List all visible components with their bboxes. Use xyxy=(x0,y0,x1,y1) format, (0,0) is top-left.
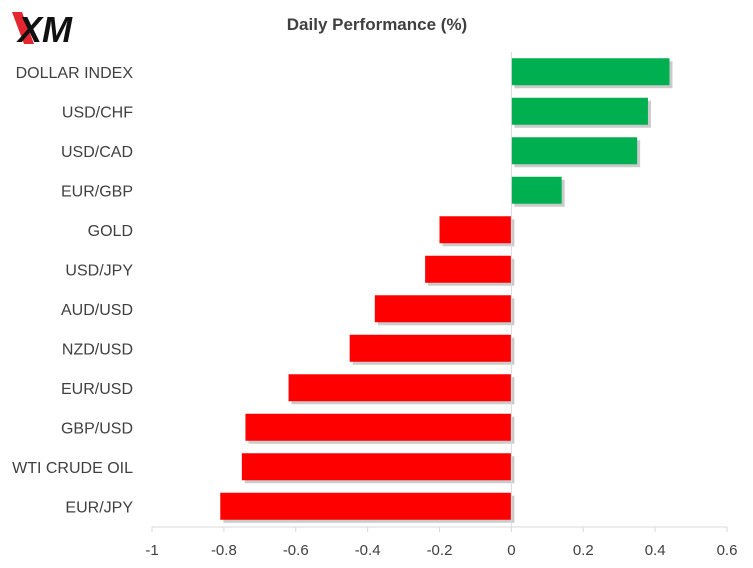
bar xyxy=(374,295,512,323)
bar xyxy=(288,374,512,402)
category-label: AUD/USD xyxy=(61,302,133,319)
category-label: GBP/USD xyxy=(61,420,133,437)
x-axis-ticks: -1 -0.8 -0.6 -0.4 -0.2 0 0.2 0.4 0.6 xyxy=(145,527,737,559)
chart-title: Daily Performance (%) xyxy=(287,15,467,34)
x-tick-label: 0.6 xyxy=(717,542,738,559)
bar xyxy=(511,176,562,204)
bar xyxy=(245,413,512,441)
bar xyxy=(511,137,638,165)
xm-logo: XM xyxy=(12,9,73,50)
category-label: GOLD xyxy=(88,223,133,240)
category-label: DOLLAR INDEX xyxy=(16,65,134,82)
category-label: EUR/USD xyxy=(61,381,133,398)
bars-group xyxy=(220,58,673,523)
x-tick-label: -1 xyxy=(145,542,158,559)
x-tick-label: 0.2 xyxy=(573,542,594,559)
x-tick-label: 0 xyxy=(507,542,515,559)
xm-logo-text: XM xyxy=(16,9,73,50)
bar xyxy=(439,216,512,244)
category-label: USD/CHF xyxy=(62,104,133,121)
category-label: USD/JPY xyxy=(65,262,133,279)
x-tick-label: -0.2 xyxy=(427,542,453,559)
category-label: EUR/JPY xyxy=(65,499,133,516)
x-tick-label: -0.6 xyxy=(283,542,309,559)
x-tick-label: -0.8 xyxy=(211,542,237,559)
bar xyxy=(349,334,512,362)
bar xyxy=(511,58,670,86)
category-label: USD/CAD xyxy=(61,144,133,161)
bar xyxy=(425,255,512,283)
bar xyxy=(241,453,512,481)
bar xyxy=(220,492,512,520)
xm-logo-red-stroke xyxy=(12,12,34,44)
category-labels: DOLLAR INDEX USD/CHF USD/CAD EUR/GBP GOLD USD… xyxy=(12,65,133,517)
x-tick-label: -0.4 xyxy=(355,542,381,559)
x-tick-label: 0.4 xyxy=(645,542,666,559)
category-label: WTI CRUDE OIL xyxy=(12,460,133,477)
category-label: NZD/USD xyxy=(62,341,133,358)
category-label: EUR/GBP xyxy=(61,183,133,200)
bar xyxy=(511,97,648,125)
